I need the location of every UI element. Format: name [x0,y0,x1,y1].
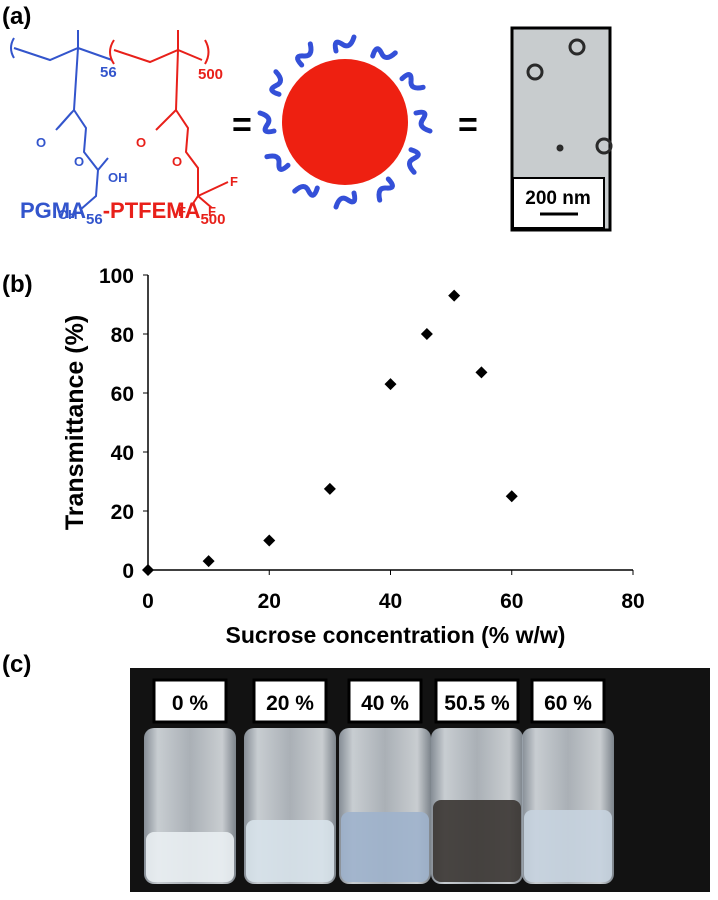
panel-label: (c) [2,651,31,678]
label-box [530,678,606,724]
scale-box [512,177,605,229]
corona-chain [333,190,358,210]
scatter-chart: 0 20 40 60 80 100 0 20 40 60 80 Sucrose concentrati… [61,265,645,648]
tem-particle [568,38,586,56]
y-tick-label: 100 [99,265,134,288]
vial-liquid [433,800,521,882]
data-point [142,564,154,576]
atom: O [136,135,146,150]
corona-chain [257,110,277,135]
atom: O [172,154,182,169]
atom: OH [108,170,128,185]
x-axis-title: Sucrose concentration (% w/w) [226,622,566,648]
label-box [252,678,328,724]
corona-chain [370,46,398,61]
data-point [420,328,433,340]
data-point [448,289,461,302]
vial-label: 40 % [361,692,409,715]
vial-label: 60 % [544,692,592,715]
data-point [263,534,276,547]
corona-chain [406,147,421,175]
x-tick-label: 20 [258,590,281,613]
tem-particle [595,137,613,155]
vial-liquid [246,820,334,882]
data-point [384,378,397,391]
data-point [323,482,336,495]
tem-particle [526,63,544,81]
data-point [475,366,488,379]
y-tick-label: 80 [111,324,134,347]
corona-chain [413,109,433,134]
label-box [434,678,520,724]
corona-chain [376,176,395,203]
panel-label: (b) [2,271,33,298]
y-tick-label: 40 [111,442,134,465]
vial-liquid [524,810,612,882]
atom: F [208,204,216,219]
tem-image: 200 nm [510,26,613,232]
corona-chain [292,183,320,198]
x-tick-label: 40 [379,590,402,613]
x-tick-label: 60 [500,590,523,613]
corona-chain [269,69,284,97]
equals: = [232,106,252,144]
y-tick-label: 20 [111,501,134,524]
atom: F [178,204,186,219]
label-box [347,678,423,724]
x-tick-label: 80 [621,590,644,613]
data-point [505,490,518,503]
equals: = [458,106,478,144]
vial-liquid [341,812,429,882]
core [282,59,408,185]
vial-label: 0 % [172,692,209,715]
atom: O [36,135,46,150]
structure [10,30,229,211]
polymer-name: PGMA56-PTFEMA500 [20,198,225,228]
y-tick-label: 60 [111,383,134,406]
corona-chain [332,34,357,54]
label-box [152,678,228,724]
scale-label: 200 nm [525,188,590,209]
atom: O [74,154,84,169]
photo: 0 % 20 % 40 % 50.5 % 60 % [130,668,710,892]
y-axis-title: Transmittance (%) [61,315,89,530]
atom: F [230,174,238,189]
corona-chain [399,72,426,91]
tem-dot [556,144,564,152]
atom: OH [58,207,78,222]
vial-liquid [146,832,234,882]
subscript: 500 [198,66,223,83]
vial-label: 20 % [266,692,314,715]
subscript: 56 [100,64,117,81]
corona-chain [264,153,291,172]
panel-label: (a) [2,3,31,30]
x-tick-label: 0 [142,590,154,613]
particle [257,34,433,210]
vial-label: 50.5 % [444,692,510,715]
y-tick-label: 0 [122,560,134,583]
data-point [202,555,215,568]
corona-chain [295,41,314,68]
